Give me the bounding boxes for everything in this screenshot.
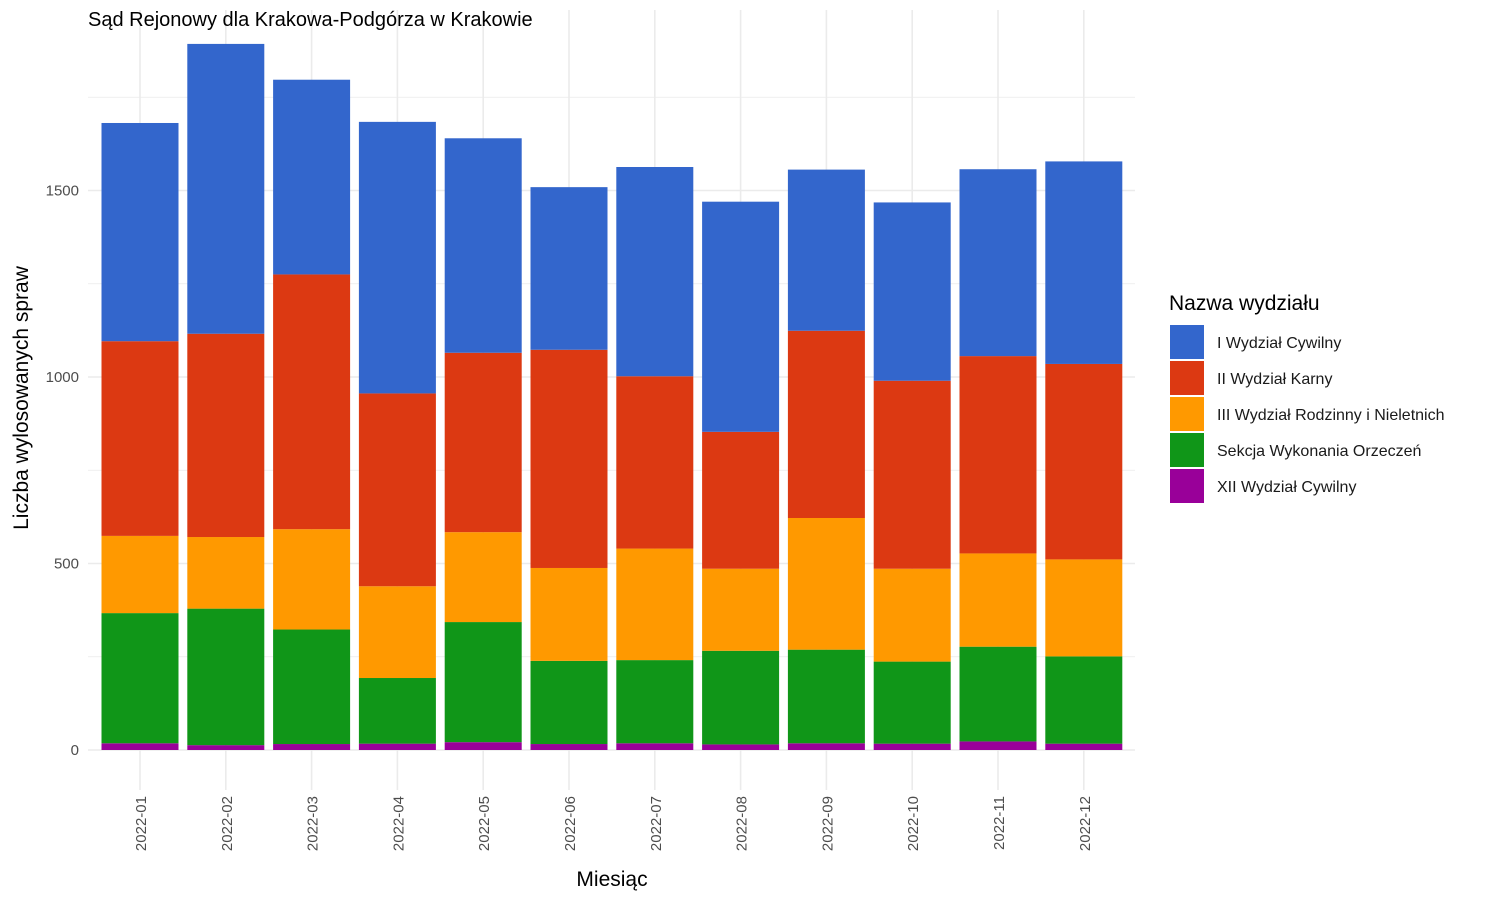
legend: Nazwa wydziału I Wydział Cywilny II Wydzi…: [1169, 292, 1445, 503]
x-tick-label: 2022-03: [305, 796, 322, 851]
bar-segment: [616, 376, 694, 549]
y-tick-label: 1000: [46, 369, 79, 386]
x-axis-ticks: 2022-01 2022-02 2022-03 2022-04 2022-05 2022-…: [133, 796, 1094, 851]
bar-segment: [873, 661, 951, 744]
bar-segment: [273, 79, 351, 275]
bar-segment: [530, 187, 608, 350]
x-tick-label: 2022-01: [133, 796, 150, 851]
legend-label: I Wydział Cywilny: [1217, 335, 1341, 352]
bar-segment: [702, 431, 780, 569]
bar-segment: [1045, 559, 1123, 657]
bar-segment: [530, 349, 608, 568]
bar-segment: [530, 744, 608, 750]
bar-segment: [1045, 161, 1123, 364]
bar-segment: [101, 341, 179, 536]
legend-items: I Wydział Cywilny II Wydział Karny III Wyd…: [1170, 325, 1445, 503]
legend-label: III Wydział Rodzinny i Nieletnich: [1217, 407, 1445, 424]
bar-segment: [101, 743, 179, 750]
x-tick-label: 2022-11: [991, 796, 1008, 850]
y-tick-label: 500: [54, 556, 79, 573]
bar-segment: [273, 629, 351, 745]
bar-segment: [187, 43, 265, 334]
legend-title: Nazwa wydziału: [1169, 292, 1320, 315]
bar-segment: [787, 169, 865, 331]
bar-segment: [787, 743, 865, 750]
bar-segment: [959, 169, 1037, 357]
bar-segment: [530, 567, 608, 661]
bar-segment: [959, 646, 1037, 742]
bar-segment: [702, 201, 780, 432]
x-tick-label: 2022-09: [819, 796, 836, 851]
bar-segment: [101, 122, 179, 342]
bar-segment: [873, 743, 951, 750]
x-tick-label: 2022-08: [734, 796, 751, 851]
bar-segment: [873, 202, 951, 381]
x-tick-label: 2022-04: [390, 796, 407, 851]
bar-segment: [358, 393, 436, 587]
x-tick-label: 2022-02: [219, 796, 236, 851]
bar-segment: [1045, 363, 1123, 560]
bar-segment: [702, 650, 780, 745]
bar-segment: [444, 352, 522, 533]
bar-segment: [616, 660, 694, 744]
bar-segment: [959, 741, 1037, 750]
bar-segment: [273, 529, 351, 630]
bar-segment: [187, 745, 265, 750]
x-tick-label: 2022-05: [476, 796, 493, 851]
bar-segment: [273, 274, 351, 530]
bar-segment: [787, 517, 865, 650]
bar-segment: [787, 649, 865, 744]
legend-swatch: [1170, 325, 1204, 359]
bar-segment: [187, 537, 265, 609]
bar-segment: [1045, 743, 1123, 750]
bar-segment: [616, 167, 694, 377]
x-tick-label: 2022-06: [562, 796, 579, 851]
legend-swatch: [1170, 469, 1204, 503]
legend-label: Sekcja Wykonania Orzeczeń: [1217, 443, 1421, 460]
y-axis-title: Liczba wylosowanych spraw: [10, 265, 33, 530]
bar-segment: [358, 586, 436, 679]
bar-segment: [444, 742, 522, 750]
bar-segment: [358, 121, 436, 394]
chart-title: Sąd Rejonowy dla Krakowa-Podgórza w Krak…: [88, 9, 533, 31]
bar-segment: [273, 744, 351, 750]
bar-segment: [101, 613, 179, 744]
bars: [101, 43, 1123, 750]
bar-segment: [959, 553, 1037, 647]
bar-segment: [616, 548, 694, 661]
bar-segment: [1045, 656, 1123, 744]
y-tick-label: 0: [71, 742, 79, 759]
y-tick-label: 1500: [46, 183, 79, 200]
legend-label: II Wydział Karny: [1217, 371, 1332, 388]
bar-segment: [787, 330, 865, 518]
x-axis-title: Miesiąc: [576, 868, 647, 891]
legend-swatch: [1170, 433, 1204, 467]
bar-segment: [873, 380, 951, 569]
bar-segment: [358, 743, 436, 750]
bar-segment: [616, 743, 694, 750]
x-tick-label: 2022-07: [648, 796, 665, 851]
y-axis-ticks: 0 500 1000 1500: [46, 183, 79, 760]
bar-segment: [101, 535, 179, 614]
bar-segment: [530, 660, 608, 745]
bar-segment: [187, 608, 265, 746]
bar-segment: [959, 356, 1037, 554]
legend-label: XII Wydział Cywilny: [1217, 479, 1356, 496]
bar-segment: [702, 744, 780, 750]
x-tick-label: 2022-12: [1077, 796, 1094, 851]
bar-segment: [444, 138, 522, 353]
legend-swatch: [1170, 361, 1204, 395]
bar-segment: [444, 622, 522, 743]
bar-segment: [187, 333, 265, 538]
bar-segment: [444, 532, 522, 623]
legend-swatch: [1170, 397, 1204, 431]
bar-segment: [358, 678, 436, 744]
bar-segment: [873, 568, 951, 662]
bar-segment: [702, 568, 780, 651]
x-tick-label: 2022-10: [905, 796, 922, 851]
